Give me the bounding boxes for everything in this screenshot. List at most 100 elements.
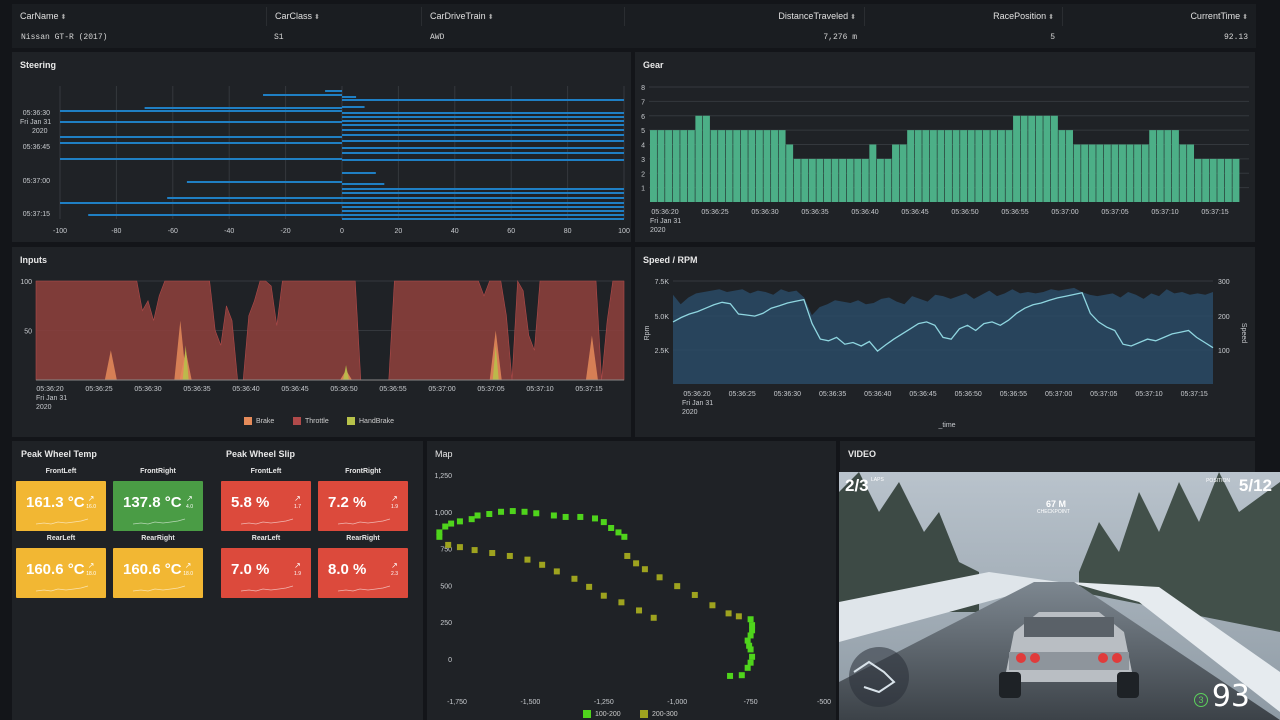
gear-bar [1111, 144, 1119, 202]
tile-value: 5.8 % [231, 494, 270, 511]
wheel-temp-tile-rearleft[interactable]: RearLeft 160.6 °C ↗ 18.0 [16, 535, 106, 598]
x-tick-label: -1,000 [667, 699, 687, 706]
col-header-carname[interactable]: CarName ⬍ [12, 7, 267, 26]
map-point-200-300 [456, 544, 463, 551]
x-tick-label: -750 [744, 699, 758, 706]
sort-icon[interactable]: ⬍ [60, 14, 67, 21]
lap-label: LAPS [871, 477, 884, 483]
legend-label: Throttle [305, 417, 329, 425]
col-header-drivetrain[interactable]: CarDriveTrain ⬍ [422, 7, 625, 26]
wheel-slip-tile-frontright[interactable]: FrontRight 7.2 % ↗ 1.9 [318, 468, 408, 531]
x-tick-label: 05:37:10 [1151, 209, 1178, 216]
gear-bar [929, 130, 937, 202]
sparkline [36, 518, 89, 525]
map-point-100-200 [474, 512, 481, 519]
legend-swatch [583, 710, 591, 718]
steering-bar [342, 218, 624, 220]
y-tick-label: 5 [641, 128, 645, 135]
gear-bar [952, 130, 960, 202]
x-tick-label: -1,750 [447, 699, 467, 706]
gear-bar [982, 130, 990, 202]
legend-100-200[interactable]: 100-200 [583, 710, 621, 718]
game-video[interactable]: 2/3 LAPS 5/12 POSITION 67 M CHECKPOINT 9… [839, 472, 1280, 720]
legend-throttle[interactable]: Throttle [293, 417, 329, 425]
map-point-100-200 [468, 516, 475, 523]
col-header-carclass[interactable]: CarClass ⬍ [267, 7, 422, 26]
x-tick-label: -20 [281, 228, 291, 235]
legend-handbrake[interactable]: HandBrake [347, 417, 394, 425]
brake-area [104, 350, 117, 380]
wheel-temp-tile-frontright[interactable]: FrontRight 137.8 °C ↗ 4.0 [113, 468, 203, 531]
y-right-tick-label: 100 [1218, 348, 1230, 355]
steering-bar [325, 90, 342, 92]
map-point-100-200 [456, 518, 463, 525]
trees-left [839, 472, 979, 612]
steering-bar [167, 197, 342, 199]
cell-currenttime: 92.13 [1223, 33, 1248, 42]
legend-200-300[interactable]: 200-300 [640, 710, 678, 718]
race-position: 5/12 [1238, 476, 1272, 495]
sort-icon[interactable]: ⬍ [850, 14, 856, 21]
video-panel-header: VIDEO [840, 441, 1255, 472]
wheel-slip-tile-frontleft[interactable]: FrontLeft 5.8 % ↗ 1.7 [221, 468, 311, 531]
map-point-100-200 [747, 632, 754, 639]
steering-bar [144, 107, 342, 109]
sparkline [338, 518, 391, 525]
y-tick-label: 6 [641, 114, 645, 121]
gear-bar [816, 158, 824, 202]
gear-bar [831, 158, 839, 202]
sort-icon[interactable]: ⬍ [487, 14, 494, 21]
steering-bar [342, 96, 357, 98]
x-tick-label: -1,500 [520, 699, 540, 706]
x-tick-label: 05:36:20 [36, 386, 63, 393]
steering-bar [342, 134, 624, 136]
x-tick-label: 05:36:20 [683, 391, 710, 398]
gear-bar [1096, 144, 1104, 202]
legend-label: 100-200 [595, 710, 621, 718]
wheel-slip-tile-rearleft[interactable]: RearLeft 7.0 % ↗ 1.9 [221, 535, 311, 598]
wheel-temp-tile-rearright[interactable]: RearRight 160.6 °C ↗ 18.0 [113, 535, 203, 598]
gear-bar [1224, 158, 1232, 202]
gear-bar [1232, 158, 1240, 202]
sort-icon[interactable]: ⬍ [1048, 14, 1054, 21]
steering-bar [342, 129, 624, 131]
map-point-200-300 [650, 614, 657, 621]
gear-bar [854, 158, 862, 202]
wheel-slip-tile-rearright[interactable]: RearRight 8.0 % ↗ 2.3 [318, 535, 408, 598]
x-tick-label: 05:36:35 [183, 386, 210, 393]
gear-bar [869, 144, 877, 202]
gear-bar [1028, 115, 1036, 202]
map-point-100-200 [533, 510, 540, 517]
map-point-100-200 [521, 508, 528, 515]
car-info-table: CarName ⬍ CarClass ⬍ CarDriveTrain ⬍ Distan… [12, 4, 1256, 48]
map-point-100-200 [744, 664, 751, 671]
sort-icon[interactable]: ⬍ [314, 14, 320, 21]
y-tick-label: 8 [641, 85, 645, 92]
wheel-temp-tile-frontleft[interactable]: FrontLeft 161.3 °C ↗ 16.0 [16, 468, 106, 531]
legend-brake[interactable]: Brake [244, 417, 274, 425]
gear-bar [718, 130, 726, 202]
inputs-panel: Inputs 100 50 05:36:20 05:36:25 05:36:30 05:3… [12, 247, 631, 437]
y-tick-label: 50 [24, 329, 32, 336]
x-tick-label: 05:36:25 [729, 391, 756, 398]
steering-bar [88, 214, 342, 216]
gear-bar [1126, 144, 1134, 202]
steering-bar [342, 206, 624, 208]
gear-bar [945, 130, 952, 202]
speed-rpm-chart: 7.5K 5.0K 2.5K 300 200 100 Rpm Speed 05:36:20 05:… [644, 279, 1247, 429]
steering-chart: -100 -80 -60 -40 -20 0 20 40 60 80 100 05:36:30 05:3… [20, 86, 630, 235]
col-header-currenttime[interactable]: CurrentTime ⬍ [1063, 7, 1256, 26]
col-header-raceposition[interactable]: RacePosition ⬍ [865, 7, 1063, 26]
gear-bar [1043, 115, 1051, 202]
x-tick-label: 05:37:15 [1181, 391, 1208, 398]
sort-icon[interactable]: ⬍ [1242, 14, 1248, 21]
steering-bar [342, 106, 365, 108]
x-tick-label: 05:36:45 [281, 386, 308, 393]
map-point-100-200 [747, 646, 754, 653]
x-tick-label: 05:36:30 [774, 391, 801, 398]
x-tick-label: 05:37:00 [1051, 209, 1078, 216]
gear-bar [975, 130, 983, 202]
col-header-distance[interactable]: DistanceTraveled ⬍ [625, 7, 865, 26]
steering-bar [342, 116, 624, 118]
tile-value: 8.0 % [328, 561, 367, 578]
